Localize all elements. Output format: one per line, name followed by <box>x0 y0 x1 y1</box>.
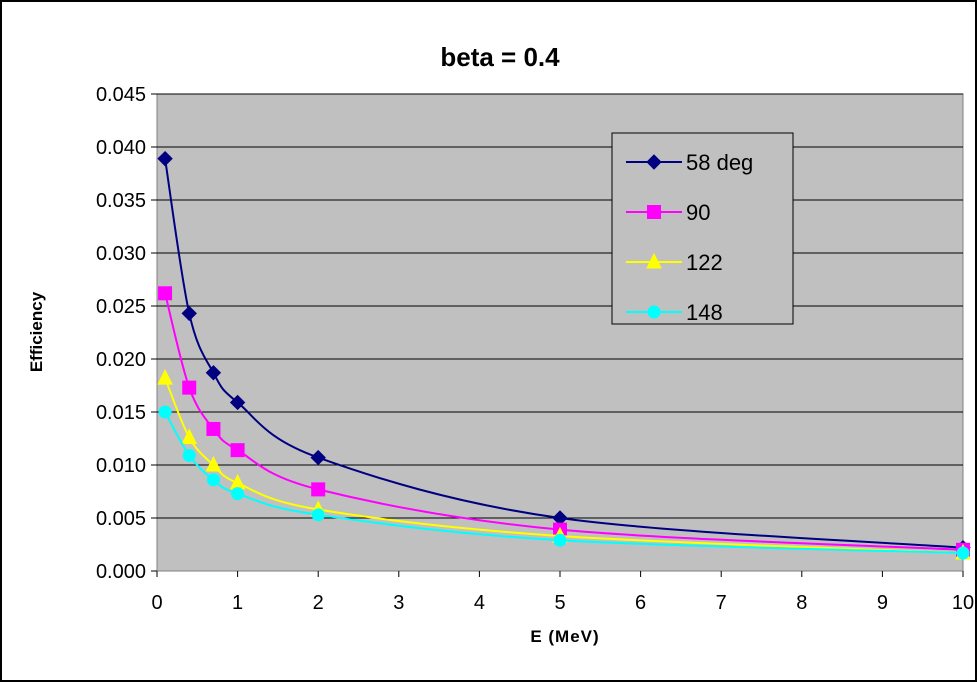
legend-marker <box>647 305 661 319</box>
x-tick-label: 10 <box>952 592 974 614</box>
x-tick-label: 3 <box>393 592 404 614</box>
y-tick-label: 0.020 <box>96 349 146 371</box>
plot-area <box>156 93 964 572</box>
x-tick-label: 4 <box>474 592 485 614</box>
legend-entry: 122 <box>626 250 723 275</box>
y-tick-label: 0.025 <box>96 296 146 318</box>
data-point <box>206 421 221 436</box>
legend-marker <box>646 252 662 269</box>
data-point <box>205 455 222 472</box>
legend-entry: 90 <box>626 200 710 225</box>
data-point <box>230 443 245 458</box>
data-point <box>157 150 173 167</box>
x-tick-label: 0 <box>151 592 162 614</box>
data-point <box>157 368 173 385</box>
y-tick-label: 0.010 <box>96 455 146 477</box>
data-point <box>229 394 246 411</box>
data-point <box>553 533 567 547</box>
data-point <box>182 448 196 462</box>
legend-marker <box>646 154 662 170</box>
y-axis-ticks: 0.000 0.005 0.010 0.015 0.020 0.025 0.030 0.035… <box>96 84 157 583</box>
x-tick-label: 5 <box>554 592 565 614</box>
legend-label: 58 deg <box>686 150 753 175</box>
data-point <box>231 487 245 501</box>
legend-label: 148 <box>686 300 723 325</box>
legend-entry: 58 deg <box>626 150 753 175</box>
x-tick-label: 6 <box>635 592 646 614</box>
legend-label: 90 <box>686 200 710 225</box>
data-point <box>181 428 198 444</box>
y-tick-label: 0.015 <box>96 402 146 424</box>
x-tick-label: 2 <box>313 592 324 614</box>
data-point <box>311 482 326 497</box>
y-tick-label: 0.035 <box>96 190 146 212</box>
y-tick-label: 0.000 <box>96 561 146 583</box>
x-tick-label: 7 <box>716 592 727 614</box>
series-group <box>157 150 971 560</box>
x-tick-label: 1 <box>232 592 243 614</box>
data-point <box>310 449 326 466</box>
y-tick-label: 0.005 <box>96 508 146 530</box>
y-tick-label: 0.040 <box>96 137 146 159</box>
y-tick-label: 0.045 <box>96 84 146 106</box>
data-point <box>181 305 197 322</box>
data-point <box>206 473 220 487</box>
data-point <box>311 508 325 522</box>
legend-box <box>611 132 794 325</box>
legend: 58 deg 90 122 148 <box>611 132 794 325</box>
chart-title: beta = 0.4 <box>440 42 560 72</box>
x-tick-label: 9 <box>877 592 888 614</box>
data-point <box>182 380 197 395</box>
data-point <box>158 405 172 419</box>
x-axis-ticks: 0 1 2 3 4 5 6 7 8 9 10 <box>151 571 974 614</box>
y-tick-label: 0.030 <box>96 243 146 265</box>
legend-entry: 148 <box>626 300 723 325</box>
series-line <box>164 293 964 551</box>
x-axis-label: E (MeV) <box>530 627 599 646</box>
grid-lines <box>157 93 963 519</box>
legend-label: 122 <box>686 250 723 275</box>
x-tick-label: 8 <box>796 592 807 614</box>
y-axis-label: Efficiency <box>27 291 46 372</box>
series-3 <box>158 405 970 560</box>
data-point <box>956 546 970 560</box>
legend-marker <box>647 205 661 219</box>
data-point <box>158 286 173 301</box>
data-point <box>205 365 222 381</box>
